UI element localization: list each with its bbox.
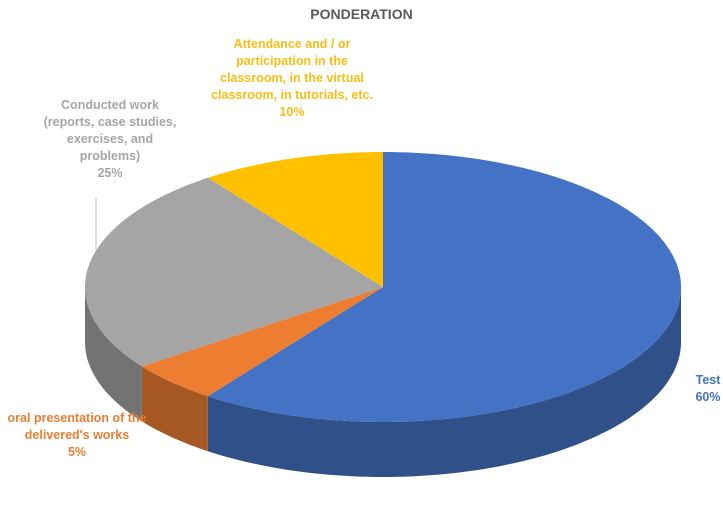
value-label: 5%	[67, 445, 87, 459]
category-label: Test	[695, 373, 721, 387]
slice	[85, 177, 383, 367]
slice	[207, 152, 383, 287]
category-label: Attendance and / or participation in the…	[211, 37, 373, 102]
slice	[207, 152, 682, 422]
data-label: Test 60%	[688, 372, 723, 406]
data-label: Attendance and / or participation in the…	[205, 36, 380, 121]
value-label: 10%	[279, 105, 305, 119]
category-label: oral presentation of the delivered's wor…	[7, 411, 147, 442]
slice-side	[85, 287, 142, 422]
value-label: 60%	[695, 390, 721, 404]
slice	[141, 287, 383, 397]
chart-title: PONDERATION	[310, 6, 413, 22]
category-label: Conducted work (reports, case studies, e…	[43, 98, 177, 163]
value-label: 25%	[97, 166, 123, 180]
data-label: Conducted work (reports, case studies, e…	[35, 97, 185, 182]
slice-side	[141, 366, 208, 452]
data-label: oral presentation of the delivered's wor…	[2, 410, 152, 461]
slice-side	[207, 287, 682, 477]
